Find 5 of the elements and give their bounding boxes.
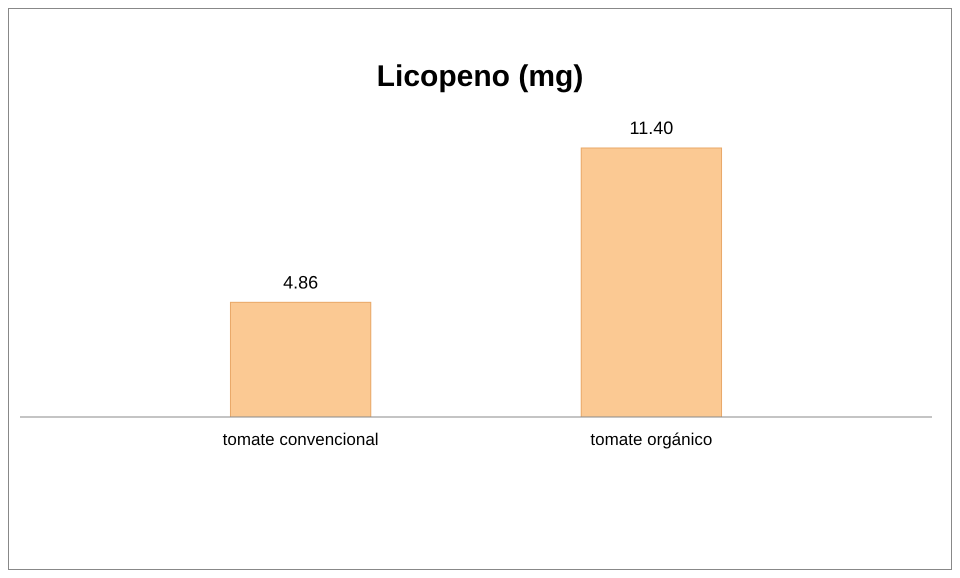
data-label: 4.86 [283,272,318,292]
chart-title: Licopeno (mg) [376,60,584,93]
x-tick-label: tomate orgánico [590,430,712,449]
data-label: 11.40 [630,118,674,138]
x-tick-label: tomate convencional [222,430,379,449]
